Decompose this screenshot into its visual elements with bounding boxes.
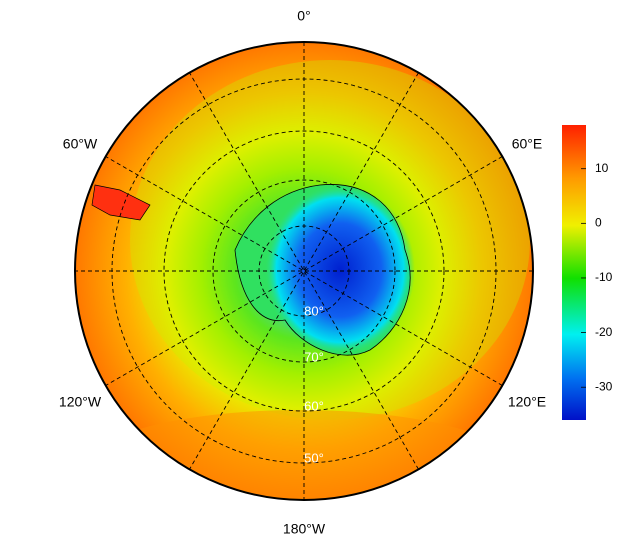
parallel-circle	[163, 130, 445, 412]
graticule	[75, 42, 533, 500]
parallel-label: 60°	[304, 398, 324, 413]
map-border	[74, 41, 534, 501]
meridian-line	[189, 72, 419, 470]
parallel-label: 50°	[304, 450, 324, 465]
meridian-label: 60°W	[63, 136, 98, 152]
meridian-line	[189, 72, 419, 470]
colorbar-label: -20	[595, 325, 613, 339]
parallel-label: 80°	[304, 303, 324, 318]
colorbar-label: -30	[595, 379, 613, 393]
meridian-label: 180°W	[283, 521, 326, 537]
meridian-label: 120°W	[59, 394, 102, 410]
parallel-label: 70°	[304, 349, 324, 364]
colorbar-label: 10	[595, 161, 609, 175]
meridian-label: 0°	[297, 8, 310, 24]
meridian-label: 60°E	[512, 136, 543, 152]
meridian-label: 120°E	[508, 394, 546, 410]
parallel-circle	[212, 179, 396, 363]
colorbar-label: 0	[595, 216, 602, 230]
colorbar-label: -10	[595, 270, 613, 284]
meridian-line	[105, 156, 503, 386]
parallel-circle	[111, 78, 497, 464]
parallel-circle	[258, 225, 350, 317]
temperature-field	[75, 42, 533, 500]
colorbar	[562, 125, 586, 420]
meridian-line	[105, 156, 503, 386]
